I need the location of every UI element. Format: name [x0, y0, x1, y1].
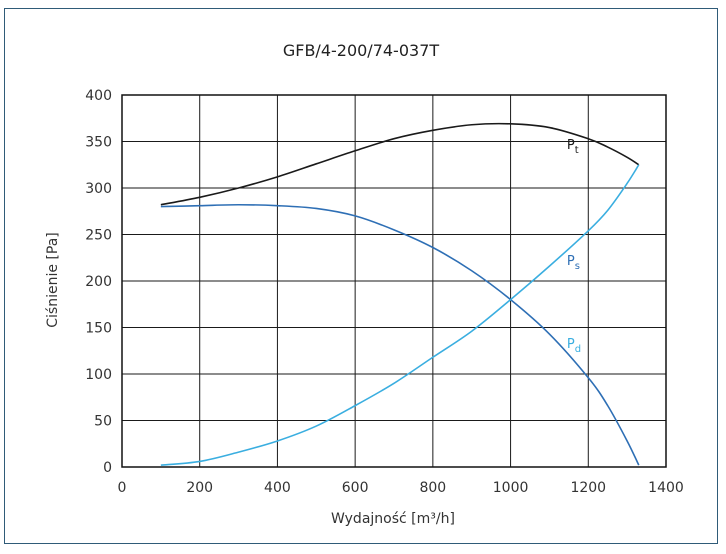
x-tick-label: 1400 [648, 480, 684, 496]
y-tick-label: 350 [85, 135, 112, 151]
y-tick-label: 100 [85, 367, 112, 383]
y-tick-label: 300 [85, 181, 112, 197]
series-label-sub: s [575, 261, 580, 272]
series-label-main: P [567, 254, 575, 269]
series-label-ps: Ps [567, 254, 580, 272]
y-tick-label: 150 [85, 321, 112, 337]
x-tick-label: 1000 [493, 480, 529, 496]
x-tick-label: 200 [186, 480, 213, 496]
x-tick-label: 400 [264, 480, 291, 496]
series-lines [160, 122, 640, 466]
y-tick-label: 0 [103, 460, 112, 476]
y-tick-labels: 0 50 100 150 200 250 300 350 400 [85, 88, 112, 476]
series-label-sub: d [575, 344, 581, 355]
x-tick-label: 600 [342, 480, 369, 496]
y-tick-label: 50 [94, 414, 112, 430]
series-line-ps [160, 203, 640, 466]
x-tick-label: 1200 [570, 480, 606, 496]
y-tick-label: 250 [85, 228, 112, 244]
series-label-main: P [567, 138, 575, 153]
x-tick-label: 0 [118, 480, 127, 496]
series-label-sub: t [575, 145, 579, 156]
x-tick-label: 800 [419, 480, 446, 496]
y-axis-title: Ciśnienie [Pa] [45, 232, 61, 327]
series-label-pd: Pd [567, 337, 581, 355]
series-label-pt: Pt [567, 138, 579, 156]
grid [121, 94, 667, 468]
series-line-pt [160, 122, 640, 206]
x-tick-labels: 0 200 400 600 800 1000 1200 1400 [118, 480, 684, 496]
plot-border [121, 94, 667, 468]
chart-title: GFB/4-200/74-037T [283, 41, 440, 60]
series-label-main: P [567, 337, 575, 352]
series-line-pd [160, 164, 640, 466]
y-tick-label: 400 [85, 88, 112, 104]
x-axis-title: Wydajność [m³/h] [331, 511, 455, 527]
y-tick-label: 200 [85, 274, 112, 290]
chart-frame [4, 8, 718, 544]
